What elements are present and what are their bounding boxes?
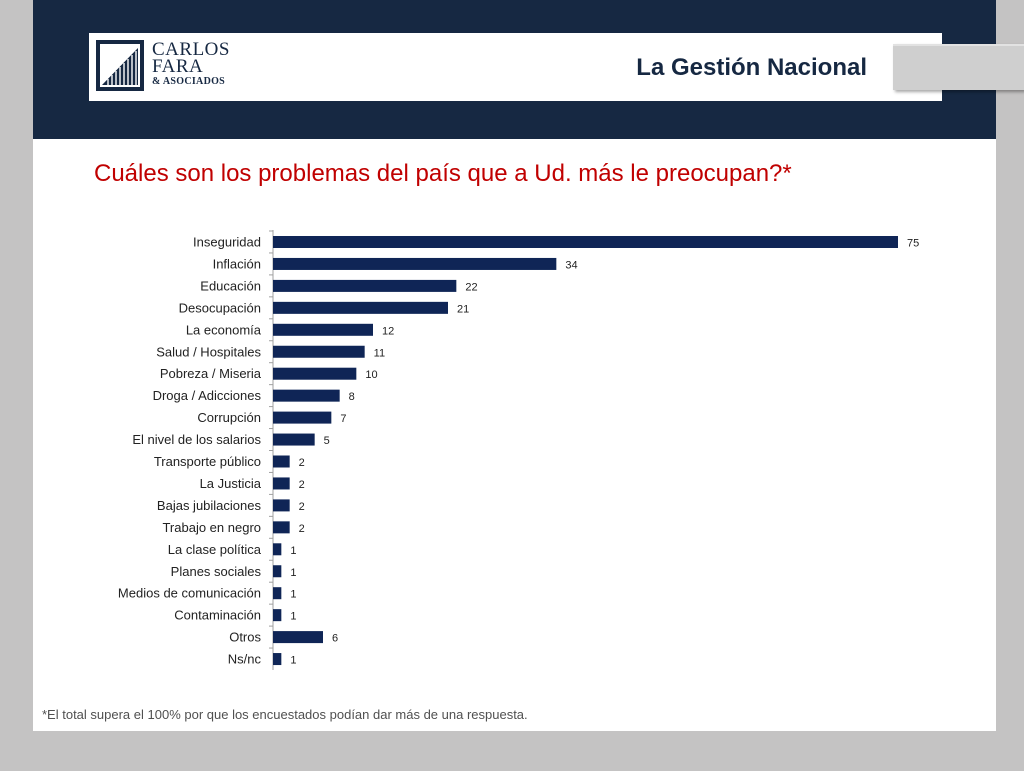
side-tab bbox=[893, 44, 1024, 90]
data-label: 2 bbox=[299, 523, 305, 535]
bar bbox=[273, 389, 340, 402]
bar bbox=[273, 279, 457, 292]
chart-question-title: Cuáles son los problemas del país que a … bbox=[94, 160, 792, 187]
category-label: Inflación bbox=[213, 256, 261, 271]
category-label: Pobreza / Miseria bbox=[160, 366, 262, 381]
data-label: 1 bbox=[290, 567, 296, 579]
bar bbox=[273, 345, 365, 358]
data-label: 5 bbox=[324, 435, 330, 447]
category-label: Corrupción bbox=[197, 410, 261, 425]
data-label: 2 bbox=[299, 457, 305, 469]
bar bbox=[273, 257, 557, 270]
logo-wordmark: CARLOS FARA & ASOCIADOS bbox=[152, 39, 230, 89]
bar bbox=[273, 367, 357, 380]
category-label: Medios de comunicación bbox=[118, 586, 261, 601]
logo-line-asociados: & ASOCIADOS bbox=[152, 76, 226, 87]
category-label: Ns/nc bbox=[228, 652, 262, 667]
bar bbox=[273, 631, 323, 644]
data-label: 1 bbox=[290, 655, 296, 667]
bar bbox=[273, 609, 282, 622]
category-label: Otros bbox=[229, 630, 261, 645]
footnote: *El total supera el 100% por que los enc… bbox=[42, 707, 528, 722]
bar bbox=[273, 433, 315, 446]
data-label: 7 bbox=[340, 413, 346, 425]
category-label: Educación bbox=[200, 278, 261, 293]
data-label: 34 bbox=[565, 259, 577, 271]
data-label: 1 bbox=[290, 589, 296, 601]
bar bbox=[273, 499, 290, 512]
data-label: 12 bbox=[382, 325, 394, 337]
data-label: 10 bbox=[365, 369, 377, 381]
category-label: Contaminación bbox=[174, 608, 261, 623]
side-tab-highlight bbox=[893, 44, 1024, 46]
bar bbox=[273, 236, 898, 248]
category-label: La clase política bbox=[168, 542, 262, 557]
category-label: Droga / Adicciones bbox=[153, 388, 262, 403]
data-label: 2 bbox=[299, 479, 305, 491]
bar bbox=[273, 477, 290, 490]
category-label: Planes sociales bbox=[171, 564, 262, 579]
category-label: El nivel de los salarios bbox=[132, 432, 261, 447]
data-label: 75 bbox=[907, 238, 919, 250]
data-label: 2 bbox=[299, 501, 305, 513]
data-label: 22 bbox=[465, 281, 477, 293]
bar bbox=[273, 521, 290, 534]
category-label: Bajas jubilaciones bbox=[157, 498, 262, 513]
category-label: Transporte público bbox=[154, 454, 261, 469]
bar bbox=[273, 565, 282, 578]
data-label: 21 bbox=[457, 303, 469, 315]
category-label: Trabajo en negro bbox=[162, 520, 261, 535]
bar bbox=[273, 543, 282, 556]
bar bbox=[273, 587, 282, 600]
category-label: Salud / Hospitales bbox=[156, 344, 261, 359]
category-label: La economía bbox=[186, 322, 262, 337]
bar bbox=[273, 411, 332, 424]
bar bbox=[273, 653, 282, 666]
bar bbox=[273, 323, 373, 336]
header-title: La Gestión Nacional bbox=[636, 54, 867, 81]
logo-line-fara: FARA bbox=[152, 56, 204, 77]
bar bbox=[273, 455, 290, 468]
category-label: La Justicia bbox=[200, 476, 262, 491]
logo-line-carlos: CARLOS bbox=[152, 39, 230, 60]
data-label: 11 bbox=[374, 347, 385, 359]
data-label: 1 bbox=[290, 545, 296, 557]
company-logo: CARLOS FARA & ASOCIADOS bbox=[96, 40, 276, 94]
building-logo-icon bbox=[96, 40, 144, 91]
header-box bbox=[89, 33, 942, 101]
category-label: Inseguridad bbox=[193, 235, 261, 250]
data-label: 6 bbox=[332, 633, 338, 645]
bar bbox=[273, 301, 448, 314]
category-label: Desocupación bbox=[179, 300, 261, 315]
data-label: 1 bbox=[290, 611, 296, 623]
data-label: 8 bbox=[349, 391, 355, 403]
